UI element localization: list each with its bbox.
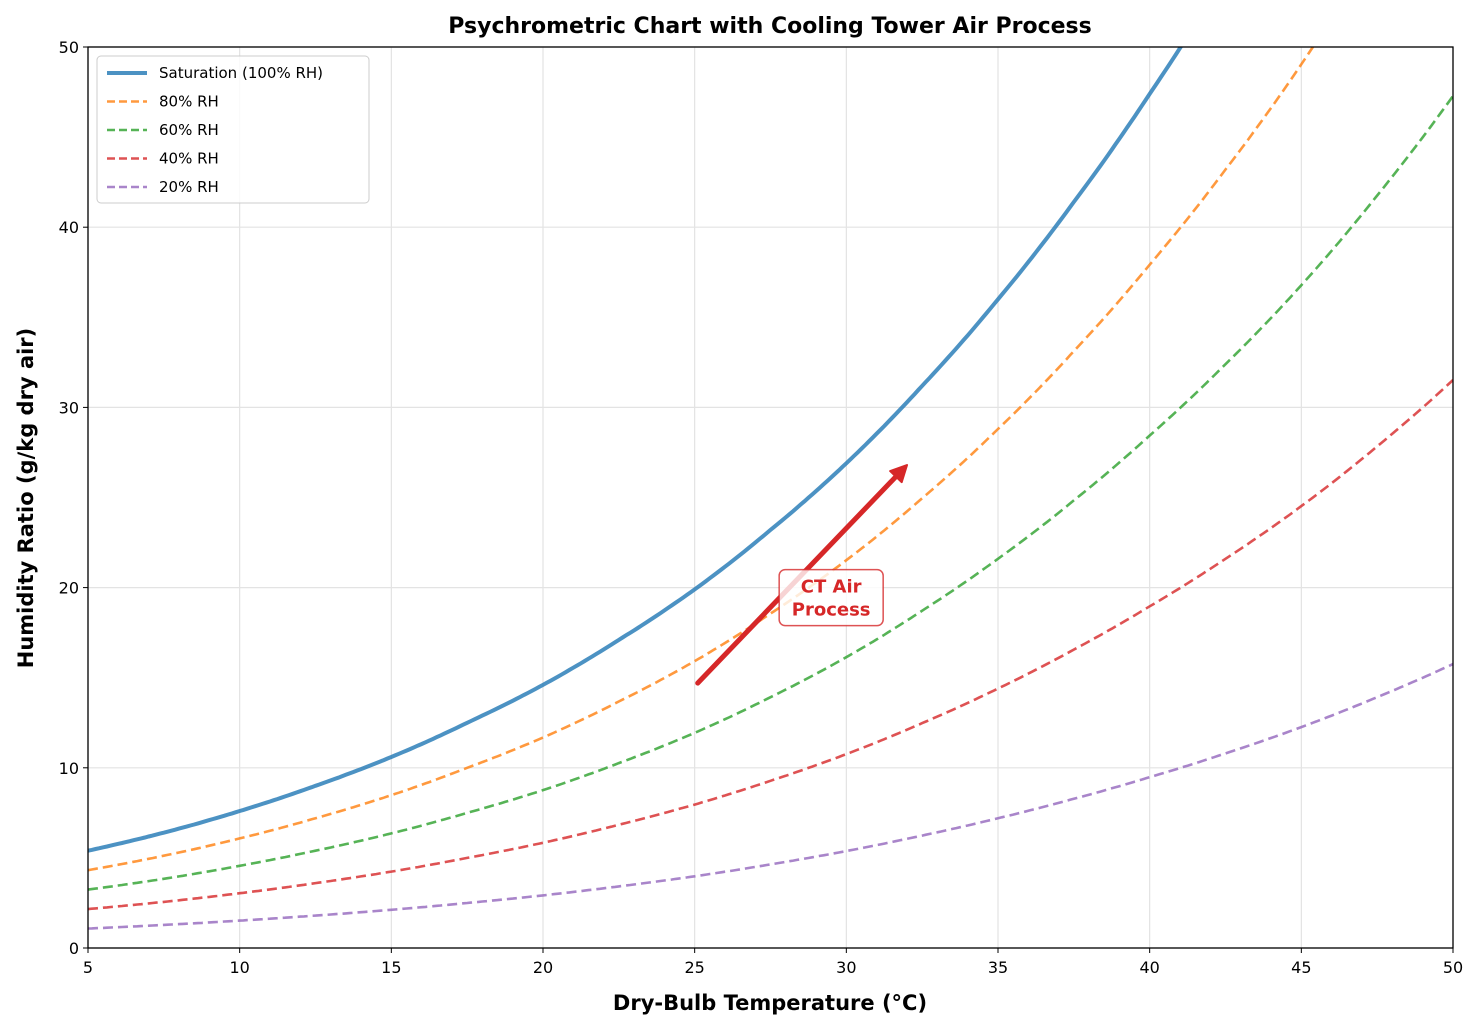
legend-label: 40% RH <box>159 150 219 168</box>
chart-title: Psychrometric Chart with Cooling Tower A… <box>448 14 1091 39</box>
ticks: 5 10 15 20 25 30 35 40 45 50 0 10 20 30 40 50 <box>59 38 1464 977</box>
x-axis-label: Dry-Bulb Temperature (°C) <box>613 991 927 1015</box>
y-tick-label: 30 <box>59 398 79 417</box>
series-line-1 <box>88 47 1315 872</box>
x-tick-label: 50 <box>1443 958 1463 977</box>
series-line-2 <box>88 95 1453 891</box>
annotation-box <box>778 568 884 627</box>
y-tick-label: 20 <box>59 579 79 598</box>
x-tick-label: 5 <box>83 958 93 977</box>
legend-label: Saturation (100% RH) <box>159 64 323 82</box>
annotation-text: CT Air <box>801 577 862 598</box>
y-tick-label: 50 <box>59 38 79 57</box>
x-tick-label: 20 <box>533 958 553 977</box>
x-tick-label: 35 <box>988 958 1008 977</box>
x-tick-label: 25 <box>684 958 704 977</box>
series-lines <box>88 47 1453 930</box>
y-tick-label: 0 <box>69 939 79 958</box>
legend-label: 60% RH <box>159 121 219 139</box>
legend-box <box>96 55 370 204</box>
plot-frame <box>87 46 1454 949</box>
x-tick-label: 15 <box>381 958 401 977</box>
y-axis-label: Humidity Ratio (g/kg dry air) <box>14 328 38 669</box>
series-line-3 <box>88 379 1453 911</box>
annotation-text: Process <box>792 600 871 621</box>
x-tick-label: 30 <box>836 958 856 977</box>
x-tick-label: 45 <box>1291 958 1311 977</box>
series-line-0 <box>88 47 1184 853</box>
x-tick-label: 40 <box>1139 958 1159 977</box>
y-tick-label: 40 <box>59 218 79 237</box>
legend-label: 20% RH <box>159 178 219 196</box>
legend: Saturation (100% RH) 80% RH 60% RH 40% RH 20… <box>96 55 370 204</box>
x-tick-label: 10 <box>229 958 249 977</box>
arrow-head <box>889 464 908 484</box>
y-tick-label: 10 <box>59 759 79 778</box>
legend-label: 80% RH <box>159 93 219 111</box>
series-line-4 <box>88 662 1453 930</box>
